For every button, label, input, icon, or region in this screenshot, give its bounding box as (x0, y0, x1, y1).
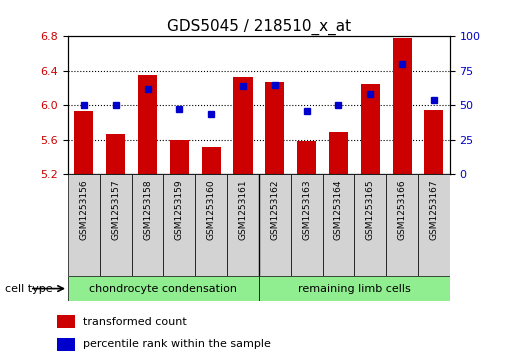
Bar (424, 110, 444, 174)
Bar (68, 174, 100, 276)
Bar (259, 276, 450, 301)
Bar (138, 75, 157, 174)
Text: GSM1253166: GSM1253166 (397, 179, 406, 240)
Bar (195, 174, 227, 276)
Text: GSM1253165: GSM1253165 (366, 179, 375, 240)
Bar (297, 142, 316, 174)
Title: GDS5045 / 218510_x_at: GDS5045 / 218510_x_at (167, 19, 351, 35)
Text: GSM1253164: GSM1253164 (334, 179, 343, 240)
Bar (170, 140, 189, 174)
Bar (291, 174, 323, 276)
Text: GSM1253163: GSM1253163 (302, 179, 311, 240)
Text: remaining limb cells: remaining limb cells (298, 284, 411, 294)
Text: chondrocyte condensation: chondrocyte condensation (89, 284, 237, 294)
Bar (386, 174, 418, 276)
Bar (355, 174, 386, 276)
Text: GSM1253162: GSM1253162 (270, 179, 279, 240)
Bar (100, 174, 132, 276)
Text: cell type: cell type (5, 284, 53, 294)
Bar (132, 174, 163, 276)
Bar (74, 111, 94, 174)
Text: GSM1253167: GSM1253167 (429, 179, 438, 240)
Bar (418, 174, 450, 276)
Text: GSM1253156: GSM1253156 (79, 179, 88, 240)
Bar (323, 174, 355, 276)
Bar (106, 134, 125, 174)
Text: GSM1253161: GSM1253161 (238, 179, 247, 240)
Bar (361, 84, 380, 174)
Bar (68, 276, 259, 301)
Bar (227, 174, 259, 276)
Text: GSM1253159: GSM1253159 (175, 179, 184, 240)
Text: percentile rank within the sample: percentile rank within the sample (84, 339, 271, 350)
Bar (57, 338, 74, 351)
Text: transformed count: transformed count (84, 317, 187, 327)
Text: GSM1253158: GSM1253158 (143, 179, 152, 240)
Bar (57, 315, 74, 329)
Bar (233, 77, 253, 174)
Bar (259, 174, 291, 276)
Bar (265, 82, 285, 174)
Bar (163, 174, 195, 276)
Bar (392, 38, 412, 174)
Text: GSM1253160: GSM1253160 (207, 179, 215, 240)
Text: GSM1253157: GSM1253157 (111, 179, 120, 240)
Bar (329, 132, 348, 174)
Bar (201, 147, 221, 174)
